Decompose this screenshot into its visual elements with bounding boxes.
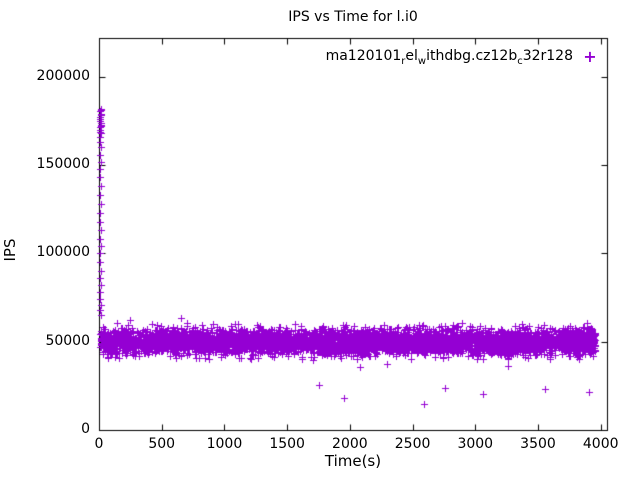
y-tick-label: 150000	[36, 156, 90, 173]
x-tick-label: 2500	[394, 436, 431, 452]
x-tick-label: 3500	[520, 436, 556, 452]
x-tick-label: 4000	[582, 436, 619, 452]
chart-title: IPS vs Time for l.i0	[288, 9, 418, 25]
y-tick-label: 200000	[36, 67, 90, 84]
x-tick-label: 500	[148, 436, 176, 452]
plus-marker-icon: +	[583, 47, 597, 66]
legend: ma120101relwithdbg.cz12bc32r128 +	[325, 47, 607, 67]
x-tick-label: 1500	[269, 436, 305, 452]
x-tick-label: 1000	[206, 436, 243, 452]
y-tick-label: 50000	[45, 332, 90, 349]
y-tick-label: 100000	[36, 244, 90, 261]
legend-series-label: ma120101relwithdbg.cz12bc32r128	[325, 47, 573, 67]
x-tick-label: 3000	[457, 436, 494, 452]
x-tick-label: 0	[94, 436, 104, 452]
x-axis-label: Time(s)	[324, 452, 382, 470]
y-tick-label: 0	[81, 421, 90, 437]
x-tick-label: 2000	[332, 436, 368, 452]
